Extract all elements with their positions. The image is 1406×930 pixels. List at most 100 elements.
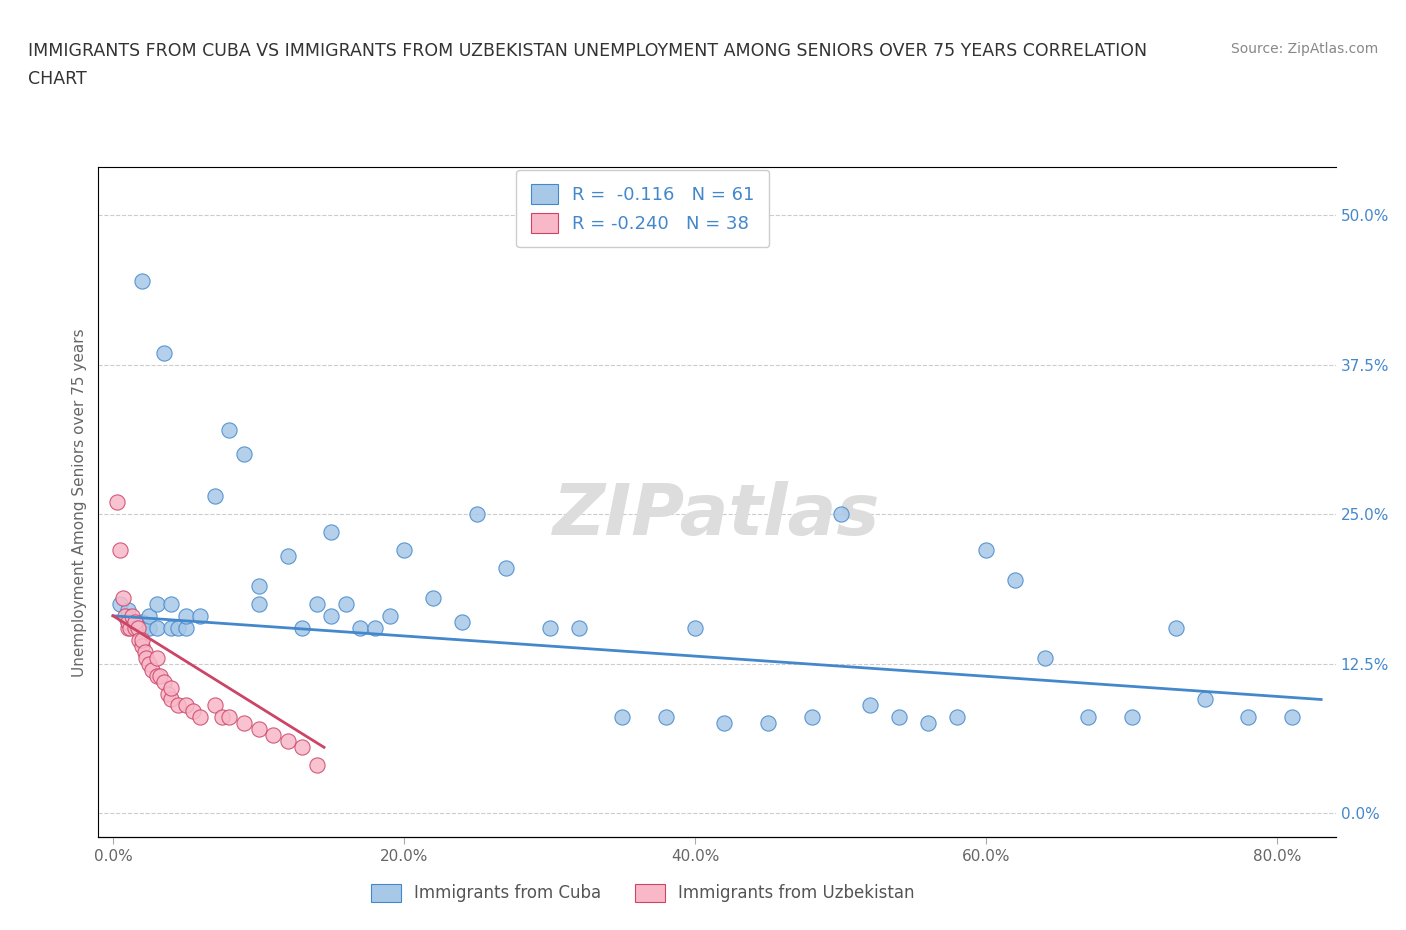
Point xyxy=(233,447,256,462)
Point xyxy=(121,608,143,623)
Point xyxy=(117,620,139,635)
Point xyxy=(335,596,357,611)
Point xyxy=(247,596,270,611)
Point xyxy=(145,650,167,665)
Point xyxy=(145,596,167,611)
Point xyxy=(188,608,211,623)
Point xyxy=(117,615,139,630)
Text: ZIPatlas: ZIPatlas xyxy=(554,481,880,550)
Point xyxy=(800,710,823,724)
Point xyxy=(655,710,678,724)
Point xyxy=(830,507,852,522)
Point xyxy=(145,620,167,635)
Point xyxy=(131,632,153,647)
Point xyxy=(887,710,910,724)
Point xyxy=(1281,710,1303,724)
Point xyxy=(131,615,153,630)
Point xyxy=(1194,692,1216,707)
Point xyxy=(378,608,401,623)
Point xyxy=(349,620,371,635)
Text: CHART: CHART xyxy=(28,70,87,87)
Point xyxy=(291,620,314,635)
Point xyxy=(117,603,139,618)
Point xyxy=(612,710,634,724)
Text: IMMIGRANTS FROM CUBA VS IMMIGRANTS FROM UZBEKISTAN UNEMPLOYMENT AMONG SENIORS OV: IMMIGRANTS FROM CUBA VS IMMIGRANTS FROM … xyxy=(28,42,1147,60)
Point xyxy=(124,615,146,630)
Point xyxy=(148,668,170,683)
Point xyxy=(218,710,240,724)
Point xyxy=(128,632,150,647)
Point xyxy=(167,698,190,713)
Point xyxy=(138,657,160,671)
Point xyxy=(538,620,561,635)
Point xyxy=(105,495,128,510)
Point xyxy=(247,722,270,737)
Point xyxy=(683,620,706,635)
Point xyxy=(127,620,149,635)
Point xyxy=(1033,650,1056,665)
Point xyxy=(131,620,153,635)
Legend: Immigrants from Cuba, Immigrants from Uzbekistan: Immigrants from Cuba, Immigrants from Uz… xyxy=(364,877,921,909)
Point xyxy=(110,542,132,557)
Point xyxy=(218,423,240,438)
Point xyxy=(153,345,176,360)
Point xyxy=(131,638,153,653)
Point xyxy=(422,591,444,605)
Y-axis label: Unemployment Among Seniors over 75 years: Unemployment Among Seniors over 75 years xyxy=(72,328,87,676)
Text: Source: ZipAtlas.com: Source: ZipAtlas.com xyxy=(1230,42,1378,56)
Point xyxy=(120,620,142,635)
Point xyxy=(138,620,160,635)
Point xyxy=(495,561,517,576)
Point xyxy=(756,716,779,731)
Point xyxy=(233,716,256,731)
Point xyxy=(917,716,939,731)
Point xyxy=(134,644,156,659)
Point xyxy=(1004,573,1026,588)
Point xyxy=(451,615,474,630)
Point xyxy=(262,728,284,743)
Point xyxy=(112,591,135,605)
Point xyxy=(277,549,299,564)
Point xyxy=(247,578,270,593)
Point xyxy=(1077,710,1099,724)
Point xyxy=(124,615,146,630)
Point xyxy=(174,698,197,713)
Point xyxy=(1237,710,1260,724)
Point xyxy=(160,620,183,635)
Point xyxy=(859,698,882,713)
Point xyxy=(160,596,183,611)
Point xyxy=(976,542,998,557)
Point xyxy=(1121,710,1143,724)
Point xyxy=(141,662,163,677)
Point xyxy=(277,734,299,749)
Point xyxy=(392,542,415,557)
Point xyxy=(713,716,735,731)
Point xyxy=(204,698,226,713)
Point xyxy=(291,740,314,755)
Point xyxy=(1164,620,1187,635)
Point xyxy=(305,758,328,773)
Point xyxy=(305,596,328,611)
Point xyxy=(321,525,343,539)
Point xyxy=(114,608,136,623)
Point xyxy=(157,686,180,701)
Point xyxy=(153,674,176,689)
Point xyxy=(465,507,488,522)
Point xyxy=(188,710,211,724)
Point xyxy=(124,620,146,635)
Point xyxy=(135,650,157,665)
Point xyxy=(160,692,183,707)
Point xyxy=(145,668,167,683)
Point xyxy=(117,608,139,623)
Point xyxy=(174,608,197,623)
Point xyxy=(211,710,233,724)
Point xyxy=(131,273,153,288)
Point xyxy=(167,620,190,635)
Point xyxy=(117,615,139,630)
Point xyxy=(946,710,969,724)
Point xyxy=(138,608,160,623)
Point xyxy=(124,620,146,635)
Point xyxy=(204,489,226,504)
Point xyxy=(321,608,343,623)
Point xyxy=(160,680,183,695)
